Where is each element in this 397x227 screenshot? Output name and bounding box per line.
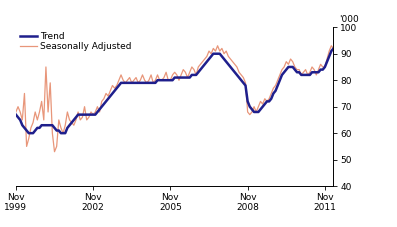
- Text: '000: '000: [339, 15, 359, 25]
- Legend: Trend, Seasonally Adjusted: Trend, Seasonally Adjusted: [20, 32, 132, 51]
